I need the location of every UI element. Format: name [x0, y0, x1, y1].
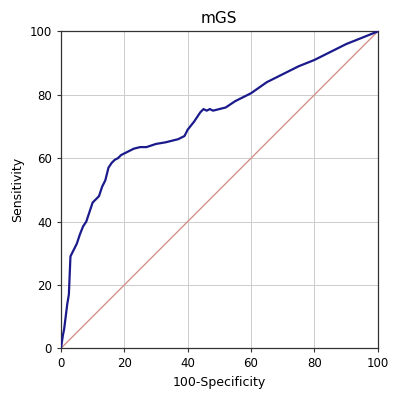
X-axis label: 100-Specificity: 100-Specificity	[173, 376, 266, 389]
Title: mGS: mGS	[201, 11, 238, 26]
Y-axis label: Sensitivity: Sensitivity	[11, 157, 24, 222]
